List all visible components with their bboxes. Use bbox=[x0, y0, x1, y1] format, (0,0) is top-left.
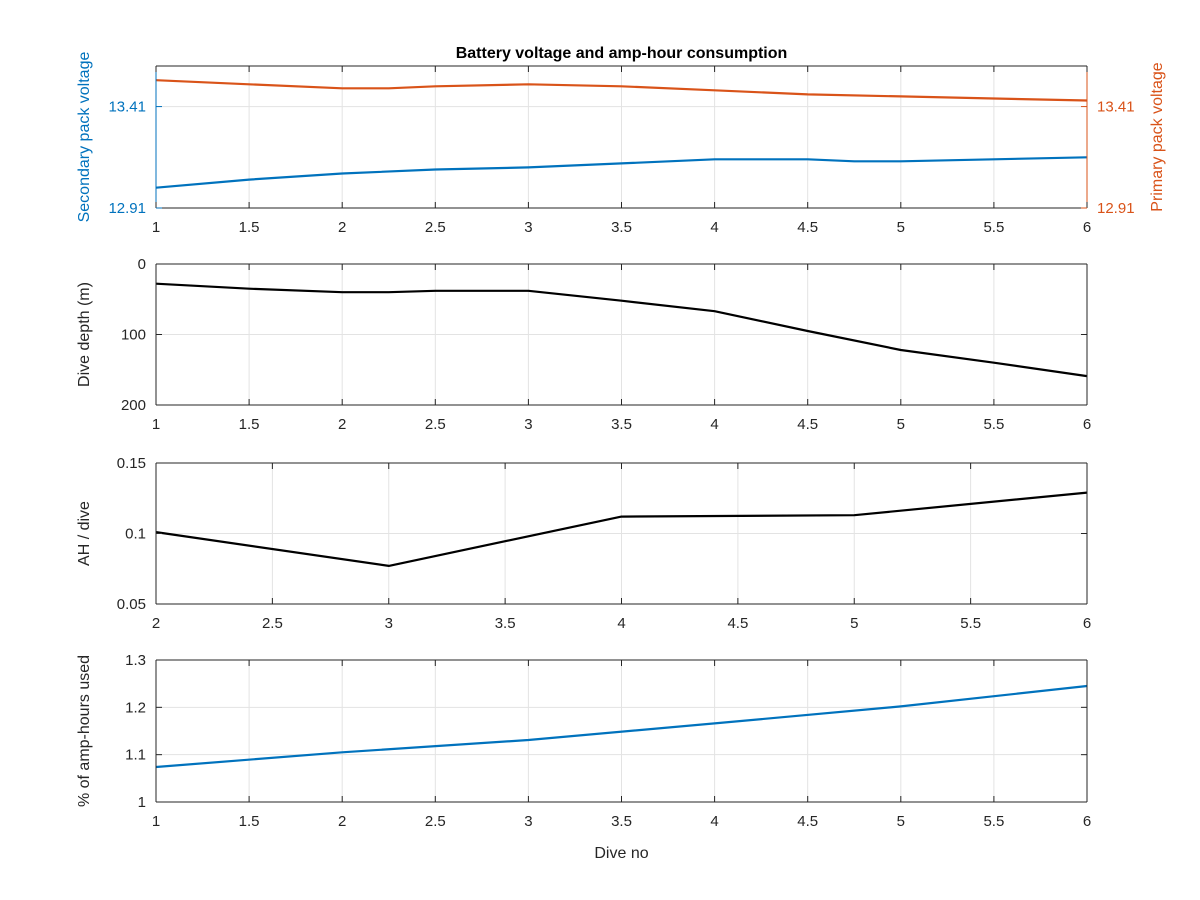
x-tick-label: 5.5 bbox=[983, 416, 1004, 433]
x-tick-label: 6 bbox=[1083, 615, 1091, 632]
x-tick-label: 4 bbox=[710, 219, 718, 236]
y-tick-label: 0 bbox=[138, 256, 146, 273]
x-tick-label: 3 bbox=[524, 416, 532, 433]
x-tick-label: 4.5 bbox=[797, 813, 818, 830]
y-axis-label: Secondary pack voltage bbox=[76, 52, 93, 223]
y-tick-label: 1 bbox=[138, 794, 146, 811]
x-tick-label: 5 bbox=[850, 615, 858, 632]
x-tick-label: 4.5 bbox=[727, 615, 748, 632]
y-tick-label: 100 bbox=[121, 327, 146, 344]
series-line-1 bbox=[155, 491, 1088, 568]
y-tick-label: 1.2 bbox=[125, 699, 146, 716]
x-tick-label: 1.5 bbox=[239, 219, 260, 236]
x-tick-label: 1.5 bbox=[239, 813, 260, 830]
x-tick-label: 6 bbox=[1083, 813, 1091, 830]
chart-title: Battery voltage and amp-hour consumption bbox=[456, 45, 788, 62]
x-tick-label: 5.5 bbox=[983, 813, 1004, 830]
x-tick-label: 1 bbox=[152, 813, 160, 830]
x-tick-label: 6 bbox=[1083, 416, 1091, 433]
x-tick-label: 6 bbox=[1083, 219, 1091, 236]
x-axis-label: Dive no bbox=[594, 845, 648, 862]
panel-2: 1 1.5 2 2.5 3 3.5 4 4.5 5 5.5 6 0 100 200 Dive depth (… bbox=[76, 256, 1091, 433]
x-tick-label: 5.5 bbox=[960, 615, 981, 632]
x-tick-label: 1.5 bbox=[239, 416, 260, 433]
x-tick-label: 4.5 bbox=[797, 416, 818, 433]
x-tick-label: 3 bbox=[524, 219, 532, 236]
x-tick-label: 5 bbox=[897, 219, 905, 236]
y-tick-label: 0.05 bbox=[117, 596, 146, 613]
x-tick-label: 2 bbox=[338, 416, 346, 433]
y-axis-label: Dive depth (m) bbox=[76, 282, 93, 387]
y-tick-label: 0.1 bbox=[125, 526, 146, 543]
y-tick-label: 12.91 bbox=[108, 200, 146, 217]
x-tick-label: 3.5 bbox=[495, 615, 516, 632]
x-tick-label: 2 bbox=[338, 219, 346, 236]
x-tick-label: 2.5 bbox=[425, 813, 446, 830]
x-tick-label: 4.5 bbox=[797, 219, 818, 236]
x-tick-label: 2 bbox=[152, 615, 160, 632]
x-tick-label: 4 bbox=[710, 416, 718, 433]
x-tick-label: 3 bbox=[385, 615, 393, 632]
x-tick-label: 3.5 bbox=[611, 219, 632, 236]
panel-3: 2 2.5 3 3.5 4 4.5 5 5.5 6 0.05 0.1 0.15 AH / dive bbox=[76, 455, 1091, 632]
y-tick-label: 13.41 bbox=[108, 99, 146, 116]
y-tick-label: 1.1 bbox=[125, 747, 146, 764]
x-tick-label: 2 bbox=[338, 813, 346, 830]
x-tick-label: 2.5 bbox=[425, 416, 446, 433]
x-tick-label: 4 bbox=[710, 813, 718, 830]
y-right-tick-label: 12.91 bbox=[1097, 200, 1135, 217]
series-line-1 bbox=[155, 282, 1088, 378]
x-tick-label: 2.5 bbox=[262, 615, 283, 632]
x-tick-label: 5.5 bbox=[983, 219, 1004, 236]
x-tick-label: 3.5 bbox=[611, 416, 632, 433]
y-tick-label: 0.15 bbox=[117, 455, 146, 472]
panel-1: 1 1.5 2 2.5 3 3.5 4 4.5 5 5.5 6 12.91 13.41 12.91 13.4… bbox=[76, 45, 1166, 236]
x-tick-label: 3.5 bbox=[611, 813, 632, 830]
series-line-1 bbox=[155, 684, 1088, 769]
y-tick-label: 1.3 bbox=[125, 652, 146, 669]
y-right-axis-label: Primary pack voltage bbox=[1149, 62, 1166, 211]
x-tick-label: 4 bbox=[617, 615, 625, 632]
y-axis-label: % of amp-hours used bbox=[76, 655, 93, 807]
panel-4: 1 1.5 2 2.5 3 3.5 4 4.5 5 5.5 6 1 1.1 1.2 1.3 % of amp-… bbox=[76, 652, 1091, 862]
series-line-1 bbox=[155, 156, 1088, 189]
x-tick-label: 5 bbox=[897, 813, 905, 830]
y-axis-label: AH / dive bbox=[76, 501, 93, 566]
x-tick-label: 1 bbox=[152, 219, 160, 236]
x-tick-label: 3 bbox=[524, 813, 532, 830]
y-tick-label: 200 bbox=[121, 397, 146, 414]
x-tick-label: 1 bbox=[152, 416, 160, 433]
series-line-2 bbox=[155, 79, 1088, 102]
x-tick-label: 5 bbox=[897, 416, 905, 433]
y-right-tick-label: 13.41 bbox=[1097, 99, 1135, 116]
x-tick-label: 2.5 bbox=[425, 219, 446, 236]
